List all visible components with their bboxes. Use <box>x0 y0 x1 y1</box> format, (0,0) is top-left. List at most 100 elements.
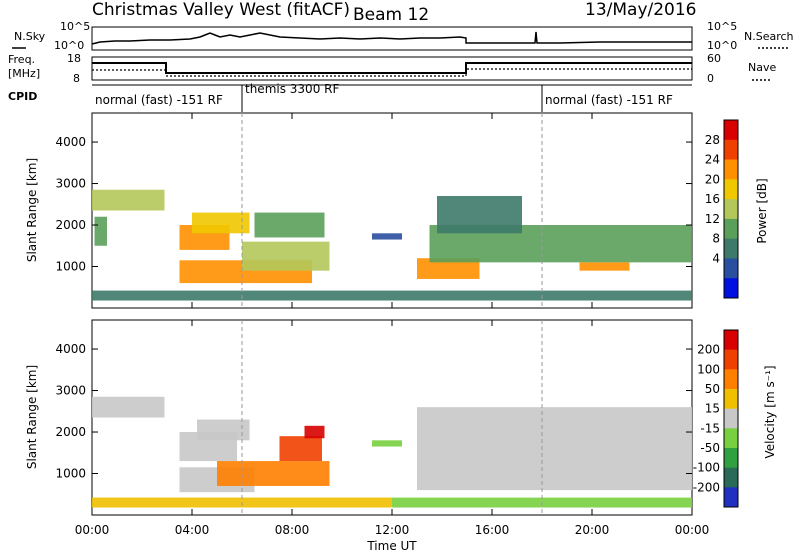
velocity-colorbar: 200 100 50 15 -15 -50 -100 -200 Velocity [m s⁻¹… <box>693 329 777 508</box>
y-tick-label: 4000 <box>55 342 86 356</box>
x-axis-label: Time UT <box>366 539 417 553</box>
noise-sky-line <box>91 31 692 45</box>
nsky-label: N.Sky <box>14 30 46 43</box>
heatmap-cell <box>92 189 165 211</box>
freq-strip: Freq. [MHz] 18 8 60 0 Nave <box>8 52 776 85</box>
colorbar-swatch <box>724 369 738 390</box>
y-tick-label: 1000 <box>55 467 86 481</box>
freq-line <box>92 62 692 74</box>
colorbar-tick-label: -50 <box>700 441 720 455</box>
colorbar-tick-label: 100 <box>697 362 720 376</box>
colorbar-swatch <box>724 218 738 240</box>
colorbar-swatch <box>724 139 738 161</box>
cpid-mode-label: normal (fast) -151 RF <box>95 93 223 107</box>
y-tick-label: 1000 <box>55 260 86 274</box>
velocity-ylabel: Slant Range [km] <box>25 365 39 469</box>
x-tick-label: 00:00 <box>75 523 110 537</box>
heatmap-cell <box>197 419 250 441</box>
velocity-colorbar-label: Velocity [m s⁻¹] <box>763 365 777 458</box>
nave-line <box>92 68 692 77</box>
x-tick-label: 20:00 <box>575 523 610 537</box>
nave-top-label: 60 <box>707 52 721 65</box>
power-yticks: 4000 3000 2000 1000 <box>55 135 692 274</box>
colorbar-swatch <box>724 199 738 220</box>
velocity-yticks: 4000 3000 2000 1000 <box>55 342 692 481</box>
cpid-label: CPID <box>8 90 37 103</box>
power-panel: 4000 3000 2000 1000 Slant Range [km] <box>25 112 693 309</box>
x-tick-label: 12:00 <box>375 523 410 537</box>
colorbar-tick-label: -100 <box>693 461 720 475</box>
x-tick-label: 04:00 <box>175 523 210 537</box>
heatmap-cell <box>279 436 322 462</box>
nsearch-label: N.Search <box>744 30 794 43</box>
colorbar-swatch <box>724 159 738 180</box>
cpid-strip: CPID normal (fast) -151 RF themis 3300 RF… <box>8 82 692 112</box>
freq-label: Freq. <box>8 53 35 66</box>
nsky-bottom-label: 10^0 <box>54 39 84 52</box>
heatmap-cell <box>372 440 402 447</box>
power-cells <box>92 113 692 308</box>
colorbar-swatch <box>724 428 738 449</box>
date-label: 13/May/2016 <box>585 0 697 20</box>
velocity-cells <box>92 320 692 515</box>
nsearch-bottom-label: 10^0 <box>707 39 737 52</box>
freq-unit-label: [MHz] <box>8 67 40 80</box>
noise-strip: N.Sky 10^5 10^0 10^5 10^0 N.Search <box>12 20 794 52</box>
x-tick-label: 08:00 <box>275 523 310 537</box>
y-tick-label: 2000 <box>55 425 86 439</box>
colorbar-swatch <box>724 389 738 410</box>
colorbar-tick-label: 4 <box>712 251 720 265</box>
colorbar-tick-label: 16 <box>705 192 720 206</box>
colorbar-swatch <box>724 408 738 429</box>
colorbar-tick-label: 8 <box>712 232 720 246</box>
y-tick-label: 4000 <box>55 135 86 149</box>
power-ylabel: Slant Range [km] <box>25 158 39 262</box>
colorbar-tick-label: 200 <box>697 343 720 357</box>
x-tick-label: 00:00 <box>675 523 710 537</box>
heatmap-cell <box>417 258 480 279</box>
y-tick-label: 2000 <box>55 218 86 232</box>
power-colorbar: 28 24 20 16 12 8 4 Power [dB] <box>705 119 769 299</box>
heatmap-cell <box>94 216 107 246</box>
plot-title: Christmas Valley West (fitACF) <box>92 0 350 20</box>
freq-bottom-label: 8 <box>73 72 80 85</box>
power-colorbar-label: Power [dB] <box>755 178 769 243</box>
colorbar-tick-label: -200 <box>693 480 720 494</box>
colorbar-swatch <box>724 278 738 299</box>
beam-label: Beam 12 <box>353 5 429 25</box>
colorbar-swatch <box>724 120 738 141</box>
colorbar-tick-label: 24 <box>705 153 720 167</box>
cpid-mode-label: themis 3300 RF <box>245 82 339 96</box>
y-tick-label: 3000 <box>55 384 86 398</box>
nave-label: Nave <box>748 61 776 74</box>
colorbar-tick-label: 12 <box>705 212 720 226</box>
colorbar-tick-label: 50 <box>705 382 720 396</box>
y-tick-label: 3000 <box>55 177 86 191</box>
heatmap-cell <box>217 461 330 486</box>
power-colorbar-ticks: 28 24 20 16 12 8 4 <box>705 133 720 266</box>
colorbar-swatch <box>724 448 738 469</box>
heatmap-cell <box>242 241 330 271</box>
heatmap-cell <box>92 290 692 301</box>
heatmap-cell <box>254 212 325 238</box>
velocity-colorbar-ticks: 200 100 50 15 -15 -50 -100 -200 <box>693 343 720 495</box>
colorbar-swatch <box>724 238 738 259</box>
heatmap-cell <box>304 425 325 439</box>
heatmap-cell <box>92 396 165 418</box>
heatmap-cell <box>417 407 692 491</box>
heatmap-cell <box>437 195 522 234</box>
heatmap-cell <box>192 212 250 234</box>
velocity-panel: 4000 3000 2000 1000 Slant Range [km] <box>25 319 693 516</box>
heatmap-cell <box>579 262 630 271</box>
colorbar-swatch <box>724 258 738 279</box>
colorbar-tick-label: 20 <box>705 172 720 186</box>
velocity-colorbar-swatches <box>723 329 739 508</box>
x-tick-label: 16:00 <box>475 523 510 537</box>
heatmap-cell <box>372 233 402 240</box>
colorbar-tick-label: -15 <box>700 421 720 435</box>
cpid-mode-label: normal (fast) -151 RF <box>545 93 673 107</box>
freq-top-label: 18 <box>67 52 81 65</box>
power-colorbar-swatches <box>723 119 739 299</box>
x-axis: 00:00 04:00 08:00 12:00 16:00 20:00 00:00 <box>75 113 710 537</box>
